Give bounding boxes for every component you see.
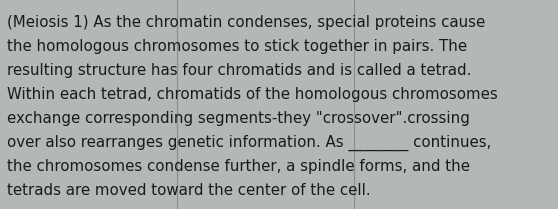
Text: tetrads are moved toward the center of the cell.: tetrads are moved toward the center of t… <box>7 183 371 198</box>
Text: exchange corresponding segments-they "crossover".crossing: exchange corresponding segments-they "cr… <box>7 111 470 126</box>
Text: over also rearranges genetic information. As ________ continues,: over also rearranges genetic information… <box>7 135 491 151</box>
Text: the homologous chromosomes to stick together in pairs. The: the homologous chromosomes to stick toge… <box>7 39 467 54</box>
Text: (Meiosis 1) As the chromatin condenses, special proteins cause: (Meiosis 1) As the chromatin condenses, … <box>7 15 485 30</box>
Text: resulting structure has four chromatids and is called a tetrad.: resulting structure has four chromatids … <box>7 63 471 78</box>
Text: Within each tetrad, chromatids of the homologous chromosomes: Within each tetrad, chromatids of the ho… <box>7 87 497 102</box>
Text: the chromosomes condense further, a spindle forms, and the: the chromosomes condense further, a spin… <box>7 159 470 174</box>
